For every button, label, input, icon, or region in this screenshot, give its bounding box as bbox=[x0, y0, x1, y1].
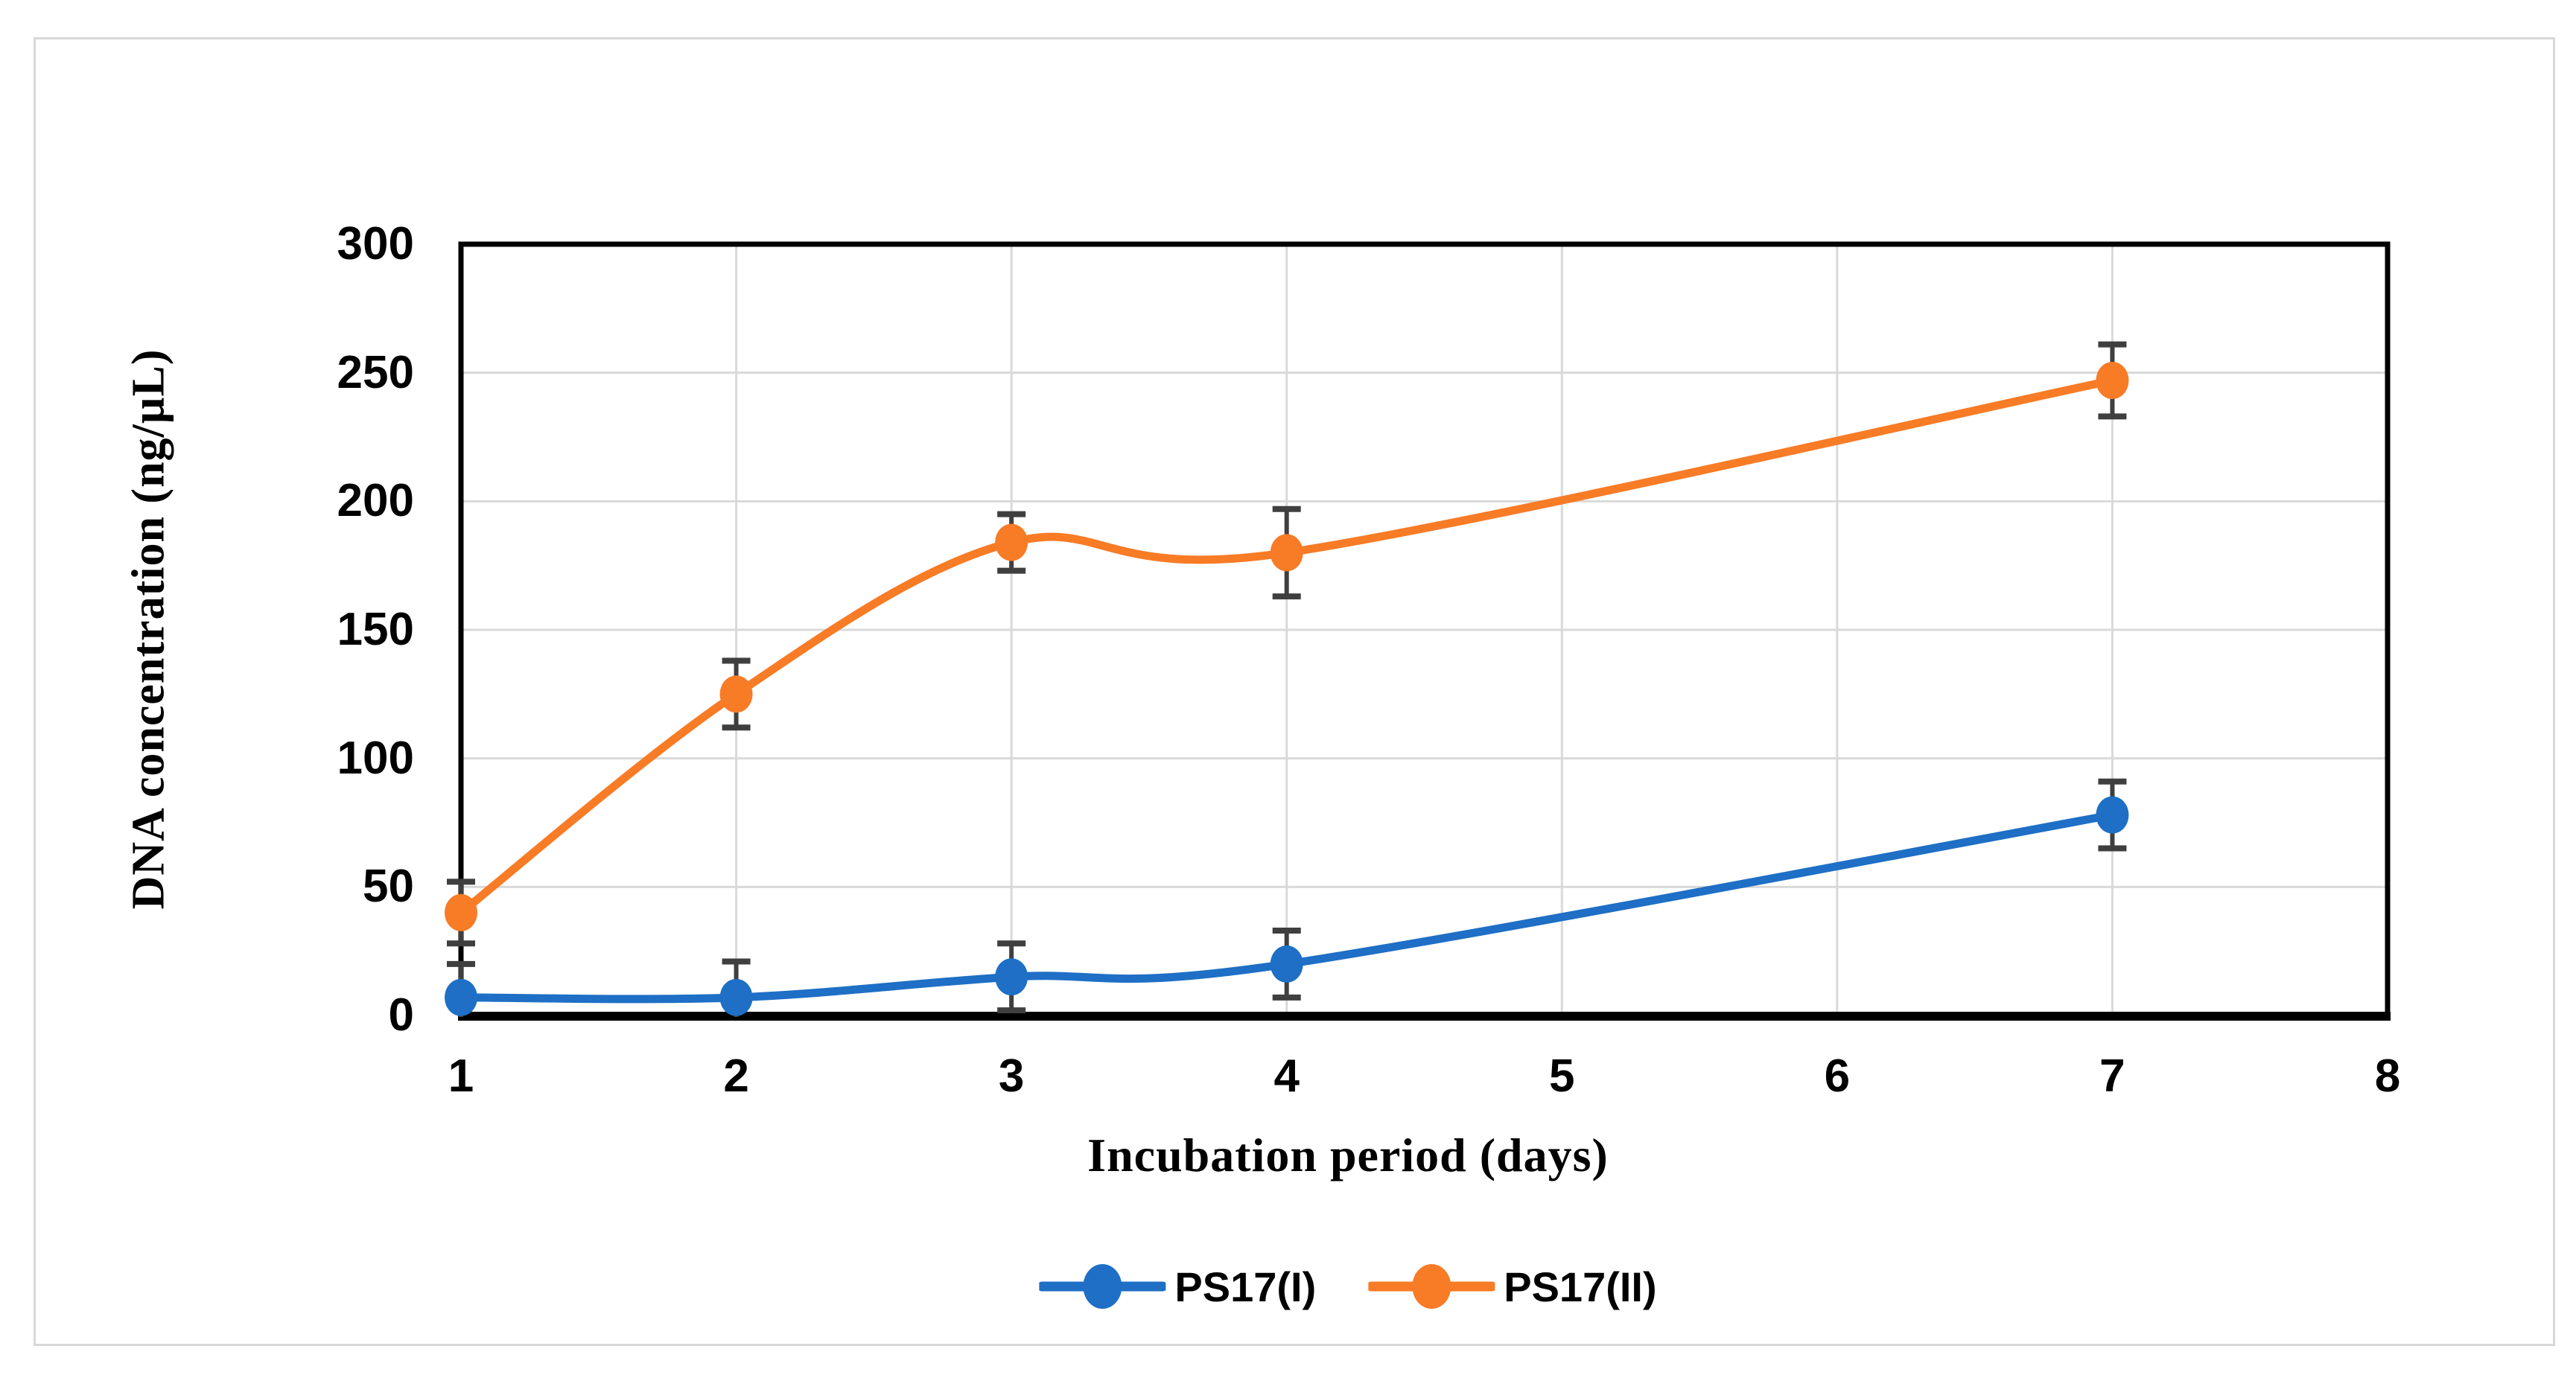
y-tick-label: 250 bbox=[337, 346, 414, 398]
legend-marker-icon bbox=[1368, 1264, 1495, 1309]
legend-label: PS17(I) bbox=[1174, 1263, 1317, 1310]
y-tick-label: 100 bbox=[337, 732, 414, 784]
series-ps17-i- bbox=[445, 778, 2129, 1017]
x-tick-label: 4 bbox=[1273, 1050, 1300, 1102]
x-tick-label: 2 bbox=[723, 1050, 749, 1102]
x-tick-label: 1 bbox=[448, 1050, 474, 1102]
x-tick-label: 6 bbox=[1824, 1050, 1851, 1102]
x-tick-label: 7 bbox=[2099, 1050, 2125, 1102]
y-axis-title: DNA concentration (ng/µL) bbox=[123, 348, 174, 910]
y-tick-label: 200 bbox=[337, 475, 414, 527]
chart-legend: PS17(I) PS17(II) bbox=[1039, 1260, 1657, 1313]
y-tick-label: 0 bbox=[388, 989, 414, 1041]
x-axis-title: Incubation period (days) bbox=[1087, 1129, 1609, 1181]
gridlines bbox=[461, 244, 2388, 1015]
x-tick-label: 8 bbox=[2374, 1050, 2401, 1102]
x-tick-label: 3 bbox=[998, 1050, 1025, 1102]
y-tick-label: 150 bbox=[337, 604, 414, 655]
plot-area bbox=[445, 241, 2391, 1021]
legend-label: PS17(II) bbox=[1504, 1263, 1657, 1310]
y-tick-label: 300 bbox=[337, 218, 414, 269]
chart-card: DNA concentration (ng/µL) Incubation per… bbox=[34, 37, 2555, 1346]
legend-marker-icon bbox=[1039, 1264, 1166, 1309]
legend-item-ps17-i-: PS17(I) bbox=[1039, 1260, 1316, 1313]
series-ps17-ii- bbox=[445, 341, 2129, 947]
legend-item-ps17-ii-: PS17(II) bbox=[1368, 1260, 1657, 1313]
y-tick-label: 50 bbox=[363, 861, 414, 913]
x-tick-label: 5 bbox=[1549, 1050, 1575, 1102]
